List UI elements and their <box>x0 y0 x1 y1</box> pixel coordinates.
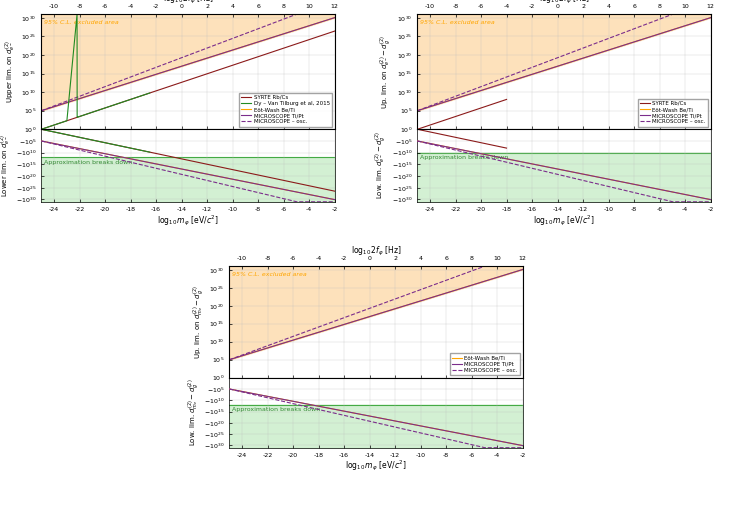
Text: 95% C.L. excluded area: 95% C.L. excluded area <box>420 20 495 25</box>
Legend: Eöt-Wash Be/Ti, MICROSCOPE Ti/Pt, MICROSCOPE – osc.: Eöt-Wash Be/Ti, MICROSCOPE Ti/Pt, MICROS… <box>450 353 520 375</box>
Legend: SYRTE Rb/Cs, Dy – Van Tilburg et al, 2015, Eöt-Wash Be/Ti, MICROSCOPE Ti/Pt, MIC: SYRTE Rb/Cs, Dy – Van Tilburg et al, 201… <box>239 93 332 127</box>
Y-axis label: Lower lim. on $d_{e^-}^{(2)}$: Lower lim. on $d_{e^-}^{(2)}$ <box>0 134 14 197</box>
Y-axis label: Low. lim. $d_{m_e}^{(2)}-d_g^{(2)}$: Low. lim. $d_{m_e}^{(2)}-d_g^{(2)}$ <box>186 379 202 447</box>
Y-axis label: Up. lim. on $d_{m_e}^{(2)}-d_g^{(2)}$: Up. lim. on $d_{m_e}^{(2)}-d_g^{(2)}$ <box>192 285 207 359</box>
Y-axis label: Up. lim. on $d_{e^-}^{(2)}-d_g^{(2)}$: Up. lim. on $d_{e^-}^{(2)}-d_g^{(2)}$ <box>379 34 395 109</box>
Text: 95% C.L. excluded area: 95% C.L. excluded area <box>232 272 307 277</box>
X-axis label: $\log_{10} m_{\varphi}$ [eV/$c^2$]: $\log_{10} m_{\varphi}$ [eV/$c^2$] <box>157 213 219 228</box>
Legend: SYRTE Rb/Cs, Eöt-Wash Be/Ti, MICROSCOPE Ti/Pt, MICROSCOPE – osc.: SYRTE Rb/Cs, Eöt-Wash Be/Ti, MICROSCOPE … <box>638 99 708 127</box>
Text: Approximation breaks down: Approximation breaks down <box>44 160 132 165</box>
Text: Approximation breaks down: Approximation breaks down <box>232 407 320 412</box>
Text: 95% C.L. excluded area: 95% C.L. excluded area <box>44 20 119 25</box>
X-axis label: $\log_{10} 2f_{\varphi}$ [Hz]: $\log_{10} 2f_{\varphi}$ [Hz] <box>162 0 214 6</box>
X-axis label: $\log_{10} m_{\varphi}$ [eV/$c^2$]: $\log_{10} m_{\varphi}$ [eV/$c^2$] <box>533 213 595 228</box>
X-axis label: $\log_{10} m_{\varphi}$ [eV/$c^2$]: $\log_{10} m_{\varphi}$ [eV/$c^2$] <box>345 459 407 474</box>
X-axis label: $\log_{10} 2f_{\varphi}$ [Hz]: $\log_{10} 2f_{\varphi}$ [Hz] <box>350 245 402 258</box>
Text: Approximation breaks down: Approximation breaks down <box>420 155 508 160</box>
X-axis label: $\log_{10} 2f_{\varphi}$ [Hz]: $\log_{10} 2f_{\varphi}$ [Hz] <box>538 0 590 6</box>
Y-axis label: Low. lim. $d_{e^-}^{(2)}-d_g^{(2)}$: Low. lim. $d_{e^-}^{(2)}-d_g^{(2)}$ <box>374 132 390 199</box>
Y-axis label: Upper lim. on $d_{e^-}^{(2)}$: Upper lim. on $d_{e^-}^{(2)}$ <box>5 40 19 103</box>
